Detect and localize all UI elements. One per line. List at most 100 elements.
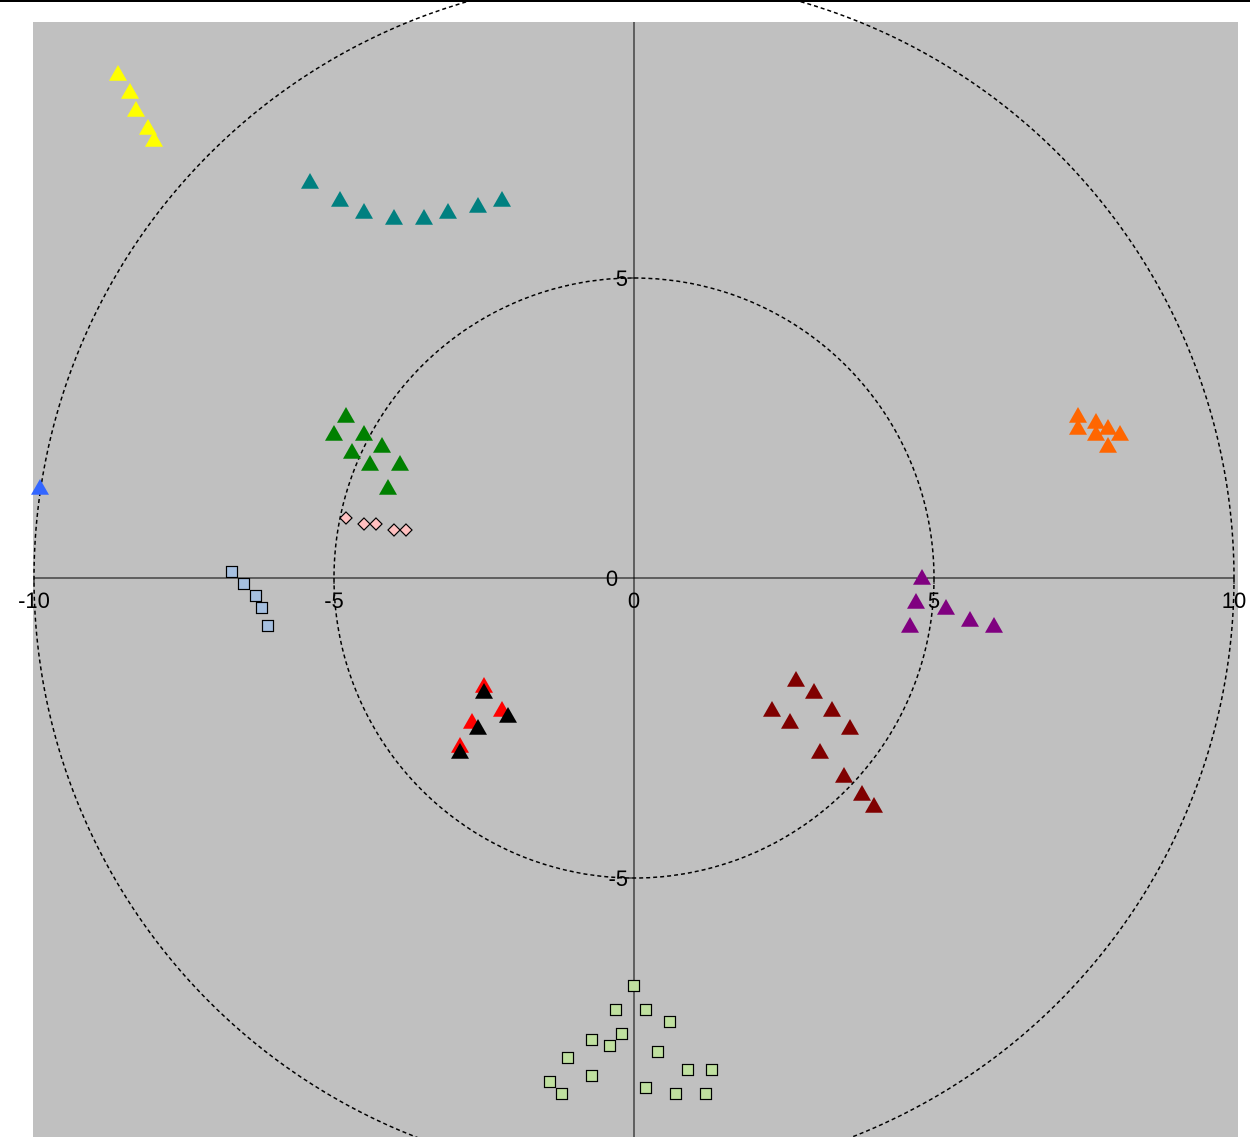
y-tick-label: 0 bbox=[606, 566, 618, 591]
triangle-point bbox=[841, 719, 859, 735]
diamond-point bbox=[357, 517, 371, 531]
triangle-point bbox=[31, 479, 49, 495]
triangle-point bbox=[499, 707, 517, 723]
triangle-point bbox=[961, 611, 979, 627]
y-tick-label: -5 bbox=[608, 866, 628, 891]
triangle-point bbox=[1087, 425, 1105, 441]
diamond-point bbox=[399, 523, 413, 537]
square-point bbox=[585, 1069, 599, 1083]
triangle-point bbox=[913, 569, 931, 585]
square-point bbox=[555, 1087, 569, 1101]
square-point bbox=[249, 589, 263, 603]
triangle-point bbox=[937, 599, 955, 615]
triangle-point bbox=[355, 203, 373, 219]
triangle-point bbox=[139, 119, 157, 135]
triangle-point bbox=[469, 197, 487, 213]
square-point bbox=[261, 619, 275, 633]
diamond-point bbox=[369, 517, 383, 531]
series-12 bbox=[543, 979, 719, 1101]
triangle-point bbox=[301, 173, 319, 189]
triangle-point bbox=[781, 713, 799, 729]
square-point bbox=[225, 565, 239, 579]
triangle-point bbox=[865, 797, 883, 813]
square-point bbox=[585, 1033, 599, 1047]
triangle-point bbox=[787, 671, 805, 687]
triangle-point bbox=[1099, 419, 1117, 435]
triangle-point bbox=[391, 455, 409, 471]
triangle-point bbox=[475, 683, 493, 699]
triangle-point bbox=[469, 719, 487, 735]
series-9 bbox=[763, 671, 883, 813]
tick-labels: -10-505101050-5-10 bbox=[18, 266, 1246, 891]
x-tick-label: 0 bbox=[628, 588, 640, 613]
series-11 bbox=[1069, 407, 1129, 453]
triangle-point bbox=[109, 65, 127, 81]
triangle-point bbox=[1087, 413, 1105, 429]
triangle-point bbox=[127, 101, 145, 117]
square-point bbox=[255, 601, 269, 615]
triangle-point bbox=[1111, 425, 1129, 441]
series-10 bbox=[901, 569, 1003, 633]
data-points bbox=[31, 65, 1129, 1101]
square-point bbox=[639, 1081, 653, 1095]
triangle-point bbox=[145, 131, 163, 147]
triangle-point bbox=[805, 683, 823, 699]
triangle-point bbox=[985, 617, 1003, 633]
triangle-point bbox=[439, 203, 457, 219]
square-point bbox=[639, 1003, 653, 1017]
triangle-point bbox=[823, 701, 841, 717]
series-6 bbox=[225, 565, 275, 633]
triangle-point bbox=[355, 425, 373, 441]
x-tick-label: -10 bbox=[18, 588, 50, 613]
diamond-point bbox=[387, 523, 401, 537]
square-point bbox=[651, 1045, 665, 1059]
triangle-point bbox=[763, 701, 781, 717]
series-8 bbox=[451, 683, 517, 759]
triangle-point bbox=[361, 455, 379, 471]
diamond-point bbox=[339, 511, 353, 525]
series-2 bbox=[301, 173, 511, 225]
triangle-point bbox=[493, 191, 511, 207]
x-tick-label: 5 bbox=[928, 588, 940, 613]
x-tick-label: 10 bbox=[1222, 588, 1246, 613]
square-point bbox=[663, 1015, 677, 1029]
triangle-point bbox=[907, 593, 925, 609]
triangle-point bbox=[379, 479, 397, 495]
triangle-point bbox=[343, 443, 361, 459]
square-point bbox=[609, 1003, 623, 1017]
triangle-point bbox=[901, 617, 919, 633]
square-point bbox=[669, 1087, 683, 1101]
triangle-point bbox=[373, 437, 391, 453]
triangle-point bbox=[385, 209, 403, 225]
triangle-point bbox=[853, 785, 871, 801]
square-point bbox=[237, 577, 251, 591]
square-point bbox=[543, 1075, 557, 1089]
triangle-point bbox=[1069, 419, 1087, 435]
series-4 bbox=[31, 479, 49, 495]
square-point bbox=[681, 1063, 695, 1077]
square-point bbox=[699, 1087, 713, 1101]
triangle-point bbox=[121, 83, 139, 99]
triangle-point bbox=[325, 425, 343, 441]
triangle-point bbox=[337, 407, 355, 423]
square-point bbox=[627, 979, 641, 993]
square-point bbox=[561, 1051, 575, 1065]
triangle-point bbox=[451, 743, 469, 759]
triangle-point bbox=[1099, 437, 1117, 453]
triangle-point bbox=[835, 767, 853, 783]
series-5 bbox=[339, 511, 413, 537]
series-1 bbox=[109, 65, 163, 147]
triangle-point bbox=[1069, 407, 1087, 423]
square-point bbox=[615, 1027, 629, 1041]
square-point bbox=[705, 1063, 719, 1077]
triangle-point bbox=[811, 743, 829, 759]
triangle-point bbox=[331, 191, 349, 207]
x-tick-label: -5 bbox=[324, 588, 344, 613]
series-3 bbox=[325, 407, 409, 495]
square-point bbox=[603, 1039, 617, 1053]
triangle-point bbox=[415, 209, 433, 225]
plot-area bbox=[33, 22, 1238, 1137]
y-tick-label: 5 bbox=[616, 266, 628, 291]
